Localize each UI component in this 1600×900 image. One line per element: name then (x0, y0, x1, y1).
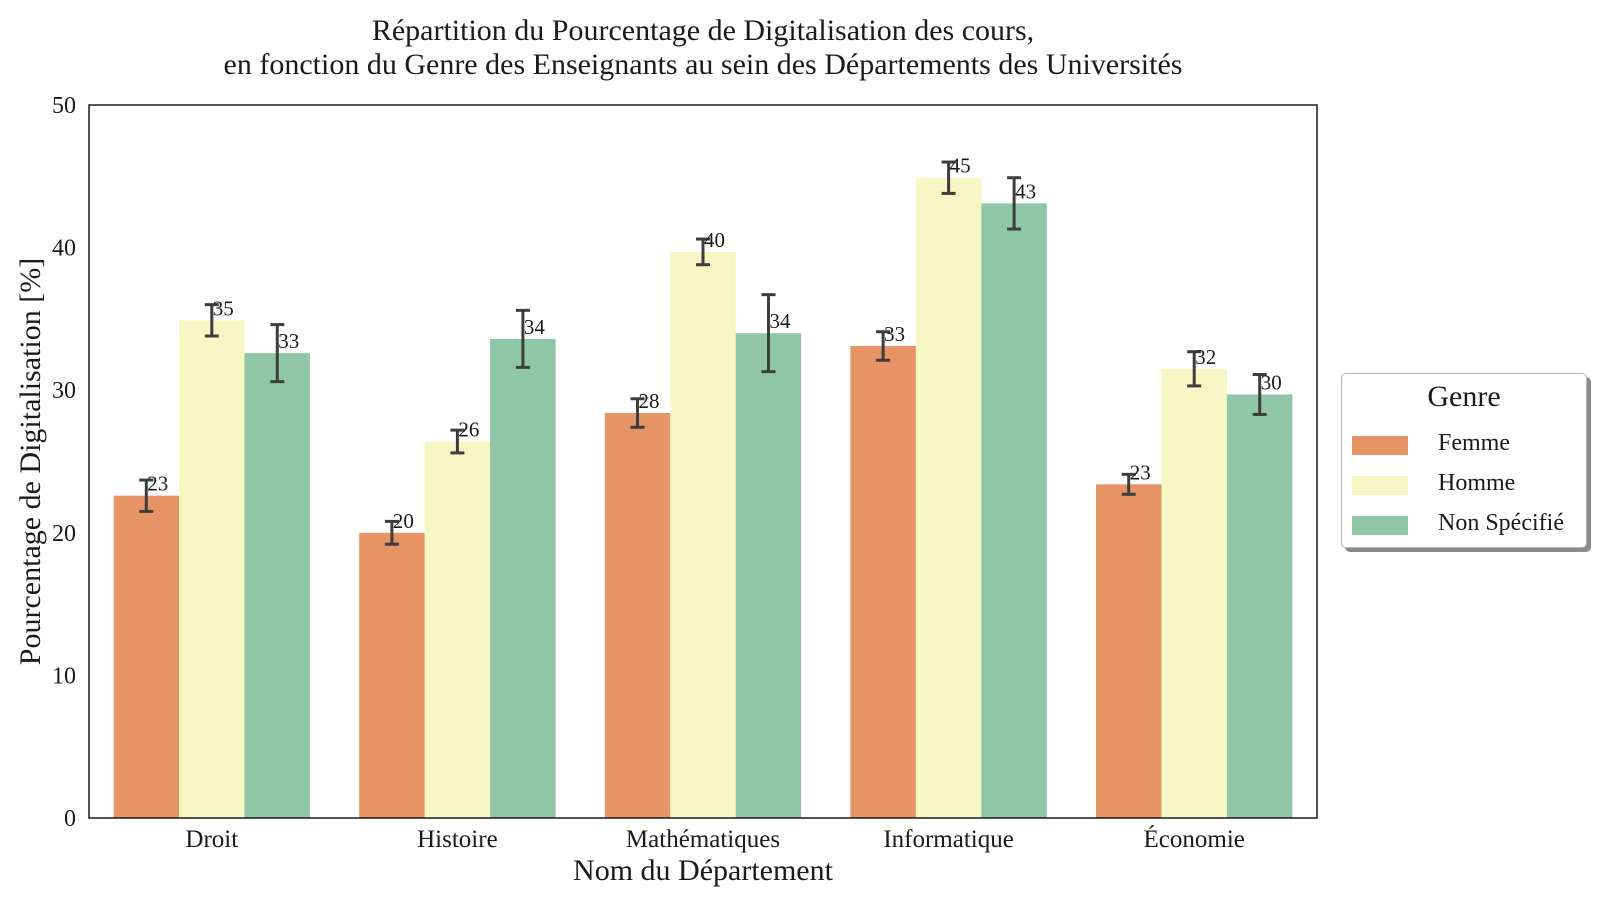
legend-title: Genre (1427, 380, 1501, 413)
y-tick-label: 40 (52, 236, 76, 262)
bar (244, 353, 310, 818)
bar (1096, 484, 1162, 818)
data-label: 32 (1195, 345, 1216, 369)
bar (604, 413, 671, 818)
y-tick-label: 20 (52, 521, 76, 547)
legend: Genre Femme Homme Non Spécifié (1341, 373, 1587, 548)
data-label: 20 (393, 509, 414, 533)
data-label: 23 (147, 472, 168, 496)
plot-frame (88, 104, 1318, 819)
data-label: 40 (704, 228, 725, 252)
y-axis-label: Pourcentage de Digitalisation [%] (14, 258, 47, 665)
legend-swatch-femme (1352, 436, 1408, 455)
bar (1161, 368, 1227, 818)
data-label: 34 (769, 309, 791, 333)
x-tick-label: Droit (185, 826, 238, 853)
bar (490, 338, 556, 818)
bar (113, 495, 180, 818)
bar (915, 177, 982, 818)
chart-title-line: Répartition du Pourcentage de Digitalisa… (372, 14, 1034, 47)
data-label: 33 (884, 322, 905, 346)
bar (981, 203, 1047, 818)
x-tick-label: Informatique (883, 826, 1014, 853)
data-label: 26 (458, 418, 479, 442)
y-tick-label: 50 (52, 93, 76, 119)
legend-label-non-specifie: Non Spécifié (1438, 510, 1564, 536)
legend-label-femme: Femme (1438, 430, 1510, 456)
legend-label-homme: Homme (1438, 470, 1516, 496)
bar (179, 320, 245, 818)
y-tick-label: 30 (52, 378, 76, 404)
bar (670, 251, 736, 818)
x-tick-label: Économie (1144, 825, 1245, 853)
data-label: 30 (1261, 370, 1282, 394)
data-label: 35 (213, 296, 234, 320)
legend-swatch-homme (1352, 476, 1408, 495)
data-label: 33 (278, 329, 299, 353)
data-label: 45 (950, 154, 971, 178)
x-tick-label: Mathématiques (626, 826, 780, 853)
bar (850, 346, 916, 818)
data-label: 43 (1015, 179, 1036, 203)
data-label: 28 (639, 389, 660, 413)
x-tick-label: Histoire (417, 826, 498, 853)
bar (359, 532, 425, 818)
legend-swatch-non-specifie (1352, 516, 1408, 535)
bar (1226, 394, 1293, 818)
x-axis-label: Nom du Département (573, 854, 834, 887)
y-tick-label: 10 (52, 663, 76, 689)
chart-title-line: en fonction du Genre des Enseignants au … (224, 48, 1183, 81)
data-label: 34 (524, 315, 546, 339)
data-label: 23 (1130, 460, 1151, 484)
bar (735, 333, 802, 818)
y-tick-label: 0 (64, 806, 76, 832)
bar (424, 441, 491, 818)
